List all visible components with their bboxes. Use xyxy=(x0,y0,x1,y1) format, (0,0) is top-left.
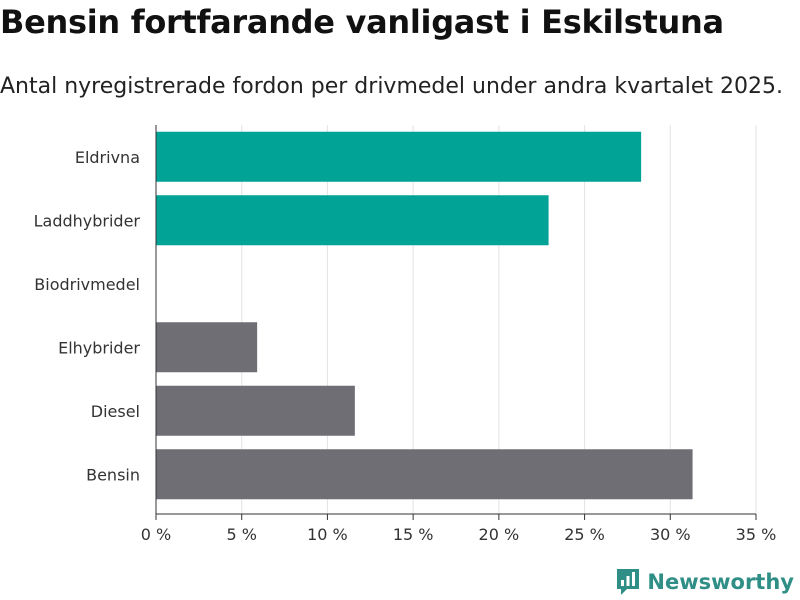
bar xyxy=(156,449,693,500)
logo-text: Newsworthy xyxy=(647,570,794,594)
bar xyxy=(156,385,355,436)
category-label: Elhybrider xyxy=(58,338,140,357)
x-tick-label: 25 % xyxy=(564,525,605,544)
x-tick-label: 15 % xyxy=(393,525,434,544)
bar-chart-speech-bubble-icon xyxy=(617,569,640,595)
chart-title: Bensin fortfarande vanligast i Eskilstun… xyxy=(0,3,724,41)
x-tick-label: 5 % xyxy=(226,525,256,544)
x-tick-label: 0 % xyxy=(141,525,171,544)
bar xyxy=(156,195,549,246)
bar xyxy=(156,322,258,373)
x-tick-label: 35 % xyxy=(736,525,777,544)
category-label: Diesel xyxy=(91,402,140,421)
x-tick-label: 20 % xyxy=(479,525,520,544)
bar-chart: Eldrivna Laddhybrider Biodrivmedel Elhybrid… xyxy=(34,125,777,544)
newsworthy-logo: Newsworthy xyxy=(615,567,794,597)
bar xyxy=(156,131,642,182)
category-label: Biodrivmedel xyxy=(34,275,140,294)
category-label: Eldrivna xyxy=(75,148,140,167)
x-tick-label: 30 % xyxy=(650,525,691,544)
chart-subtitle: Antal nyregistrerade fordon per drivmede… xyxy=(0,74,783,99)
x-tick-label: 10 % xyxy=(307,525,348,544)
category-label: Laddhybrider xyxy=(34,211,141,230)
category-label: Bensin xyxy=(86,465,140,484)
